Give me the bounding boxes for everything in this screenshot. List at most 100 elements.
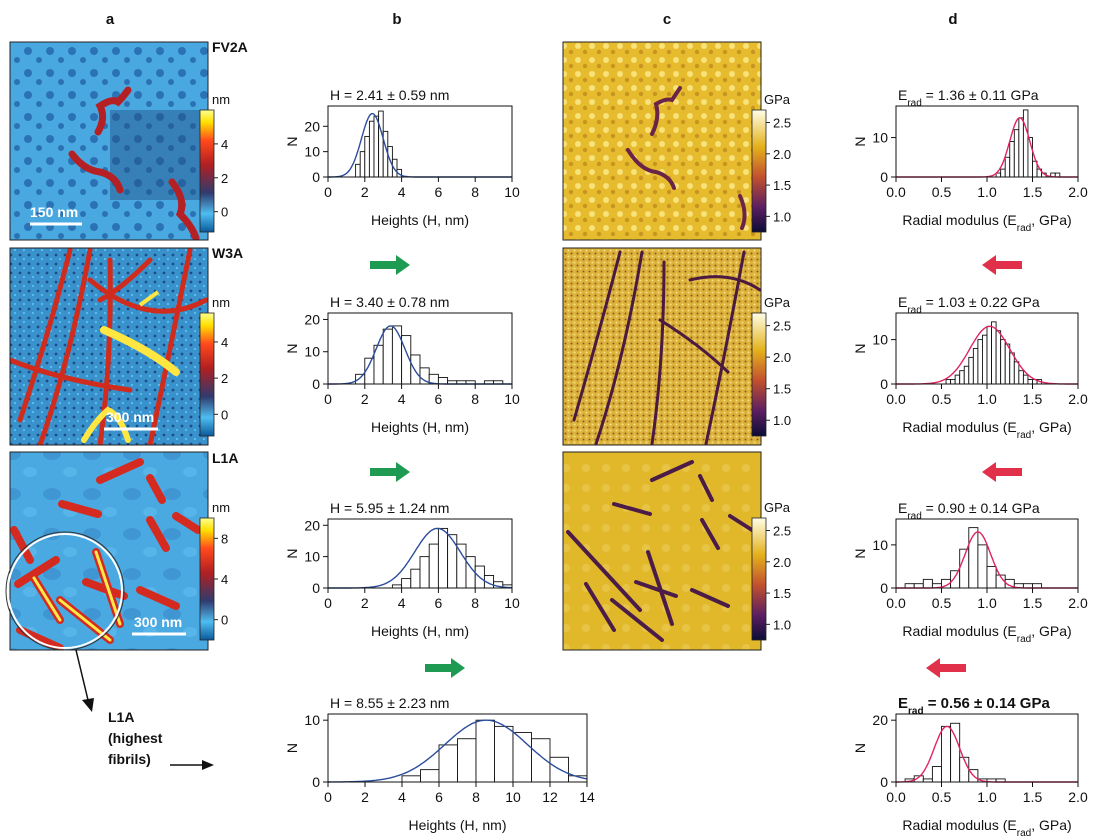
figure: a b c d <box>0 0 1096 836</box>
colorbar-tick-label: 2 <box>221 371 228 386</box>
text-part: , GPa) <box>1031 419 1071 435</box>
bar <box>495 726 514 782</box>
annotation: fibrils) <box>108 751 151 767</box>
x-tick-label: 2.0 <box>1068 184 1088 200</box>
y-tick-label: 0 <box>312 376 320 392</box>
x-tick-label: 0.0 <box>886 391 906 407</box>
x-tick-label: 2 <box>361 595 369 611</box>
bar <box>942 726 951 782</box>
bar <box>438 378 447 384</box>
colorbar <box>752 110 766 232</box>
text-part: Radial modulus (E <box>902 817 1016 833</box>
text-part: = 0.56 ± 0.14 GPa <box>924 695 1051 712</box>
colorbar-tick-label: 2.0 <box>773 555 791 570</box>
bar <box>392 326 401 384</box>
text-part: , GPa) <box>1031 212 1071 228</box>
y-axis-label: N <box>852 743 868 753</box>
x-tick-label: 2.0 <box>1068 391 1088 407</box>
text-part: Radial modulus (E <box>902 623 1016 639</box>
bar <box>992 322 997 384</box>
x-tick-label: 10 <box>505 789 521 805</box>
chart-title: Erad = 0.56 ± 0.14 GPa <box>898 695 1050 717</box>
panel-label: b <box>392 11 401 28</box>
x-tick-label: 6 <box>435 184 443 200</box>
x-tick-label: 0 <box>324 789 332 805</box>
callout-arrowhead <box>82 698 94 712</box>
bar <box>1005 344 1010 384</box>
x-tick-label: 0.0 <box>886 595 906 611</box>
bar <box>982 335 987 384</box>
y-axis-label: N <box>284 548 300 558</box>
x-tick-label: 2 <box>361 184 369 200</box>
x-tick-label: 0.0 <box>886 184 906 200</box>
colorbar-tick-label: 2.0 <box>773 350 791 365</box>
bar <box>532 739 551 782</box>
histogram <box>896 110 1078 177</box>
y-tick-label: 20 <box>304 517 320 533</box>
y-tick-label: 10 <box>872 130 888 146</box>
text-part: rad <box>907 511 921 522</box>
x-tick-label: 8 <box>471 391 479 407</box>
text-part: rad <box>1017 828 1031 836</box>
y-axis-label: N <box>852 136 868 146</box>
trend-arrow <box>926 255 1022 678</box>
bar <box>1001 169 1006 177</box>
y-tick-label: 20 <box>304 311 320 327</box>
bar <box>356 374 365 384</box>
bar <box>1019 371 1024 384</box>
x-axis-label: Heights (H, nm) <box>371 623 469 639</box>
panel-label: a <box>106 11 115 28</box>
y-axis-label: N <box>852 343 868 353</box>
x-tick-label: 1.5 <box>1023 789 1043 805</box>
bar <box>1019 118 1024 177</box>
colorbar-tick-label: 2.5 <box>773 524 791 539</box>
colorbar-tick-label: 2.5 <box>773 319 791 334</box>
bar <box>1023 375 1028 384</box>
x-tick-label: 10 <box>504 391 520 407</box>
bar <box>402 776 421 782</box>
text-part: rad <box>908 706 924 717</box>
bar <box>1005 157 1010 177</box>
scale-bar-label: 300 nm <box>106 409 154 425</box>
x-tick-label: 10 <box>504 595 520 611</box>
text-part: Radial modulus (E <box>902 212 1016 228</box>
afm-modulus-map <box>563 452 761 650</box>
colorbar-tick-label: 1.0 <box>773 209 791 224</box>
colorbar-tick-label: 4 <box>221 335 228 350</box>
text-part: rad <box>1017 223 1031 234</box>
callout-arrowhead <box>202 760 214 770</box>
x-tick-label: 1.0 <box>977 391 997 407</box>
bar <box>383 131 388 177</box>
trend-arrow <box>370 255 465 678</box>
y-tick-label: 0 <box>312 774 320 790</box>
x-tick-label: 0.5 <box>932 595 952 611</box>
bar <box>932 767 941 782</box>
bar <box>1014 362 1019 384</box>
text-part: rad <box>1017 634 1031 645</box>
text-part: , GPa) <box>1031 817 1071 833</box>
bar <box>411 569 420 588</box>
y-tick-label: 0 <box>312 580 320 596</box>
x-tick-label: 1.0 <box>977 789 997 805</box>
histogram <box>896 322 1078 384</box>
y-tick-label: 10 <box>304 144 320 160</box>
text-part: = 1.36 ± 0.11 GPa <box>922 87 1039 103</box>
bar <box>1010 142 1015 178</box>
chart-title: H = 3.40 ± 0.78 nm <box>330 294 449 310</box>
y-tick-label: 0 <box>312 169 320 185</box>
colorbar-tick-label: 8 <box>221 531 228 546</box>
bar <box>964 366 969 384</box>
bar <box>458 739 477 782</box>
bar <box>360 152 365 177</box>
bar <box>960 371 965 384</box>
x-tick-label: 6 <box>435 789 443 805</box>
bar <box>421 770 440 782</box>
text-part: E <box>898 294 907 310</box>
x-tick-label: 8 <box>471 595 479 611</box>
chart-title: H = 5.95 ± 1.24 nm <box>330 500 449 516</box>
colorbar-tick-label: 1.0 <box>773 617 791 632</box>
x-tick-label: 1.0 <box>977 184 997 200</box>
colorbar-unit: nm <box>212 92 230 107</box>
bar <box>1023 110 1028 177</box>
colorbar-unit: GPa <box>764 500 791 515</box>
